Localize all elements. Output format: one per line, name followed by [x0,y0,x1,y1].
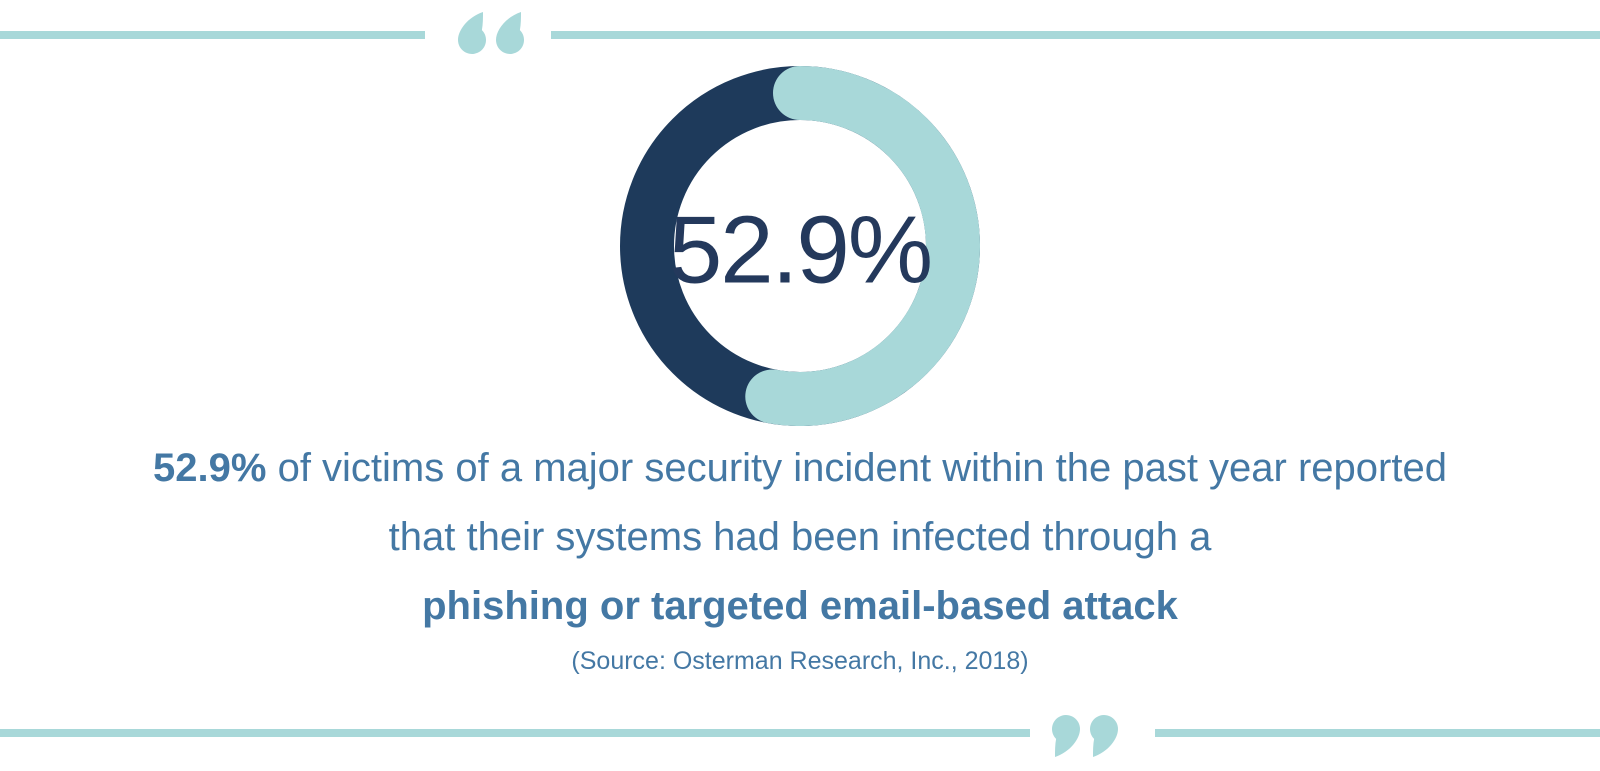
donut-value-arc [745,66,980,426]
statement-line-1-text: of victims of a major security incident … [266,446,1447,490]
bottom-divider-line-left [0,729,1030,737]
statement-block: 52.9% of victims of a major security inc… [0,434,1600,681]
statement-line-3-emphasis: phishing or targeted email-based attack [422,584,1178,628]
donut-chart: 52.9% [620,66,980,426]
bottom-divider-line-right [1155,729,1600,737]
source-citation: (Source: Osterman Research, Inc., 2018) [571,647,1029,675]
close-quote-icon [1052,714,1120,758]
open-quote-icon [456,11,524,55]
donut-center-label: 52.9% [669,197,931,304]
statement-line-1: 52.9% of victims of a major security inc… [0,434,1600,503]
statement-stat-value: 52.9% [153,446,267,490]
top-divider-line-right [551,31,1600,39]
top-divider-line-left [0,31,425,39]
statement-line-2: that their systems had been infected thr… [388,515,1212,559]
